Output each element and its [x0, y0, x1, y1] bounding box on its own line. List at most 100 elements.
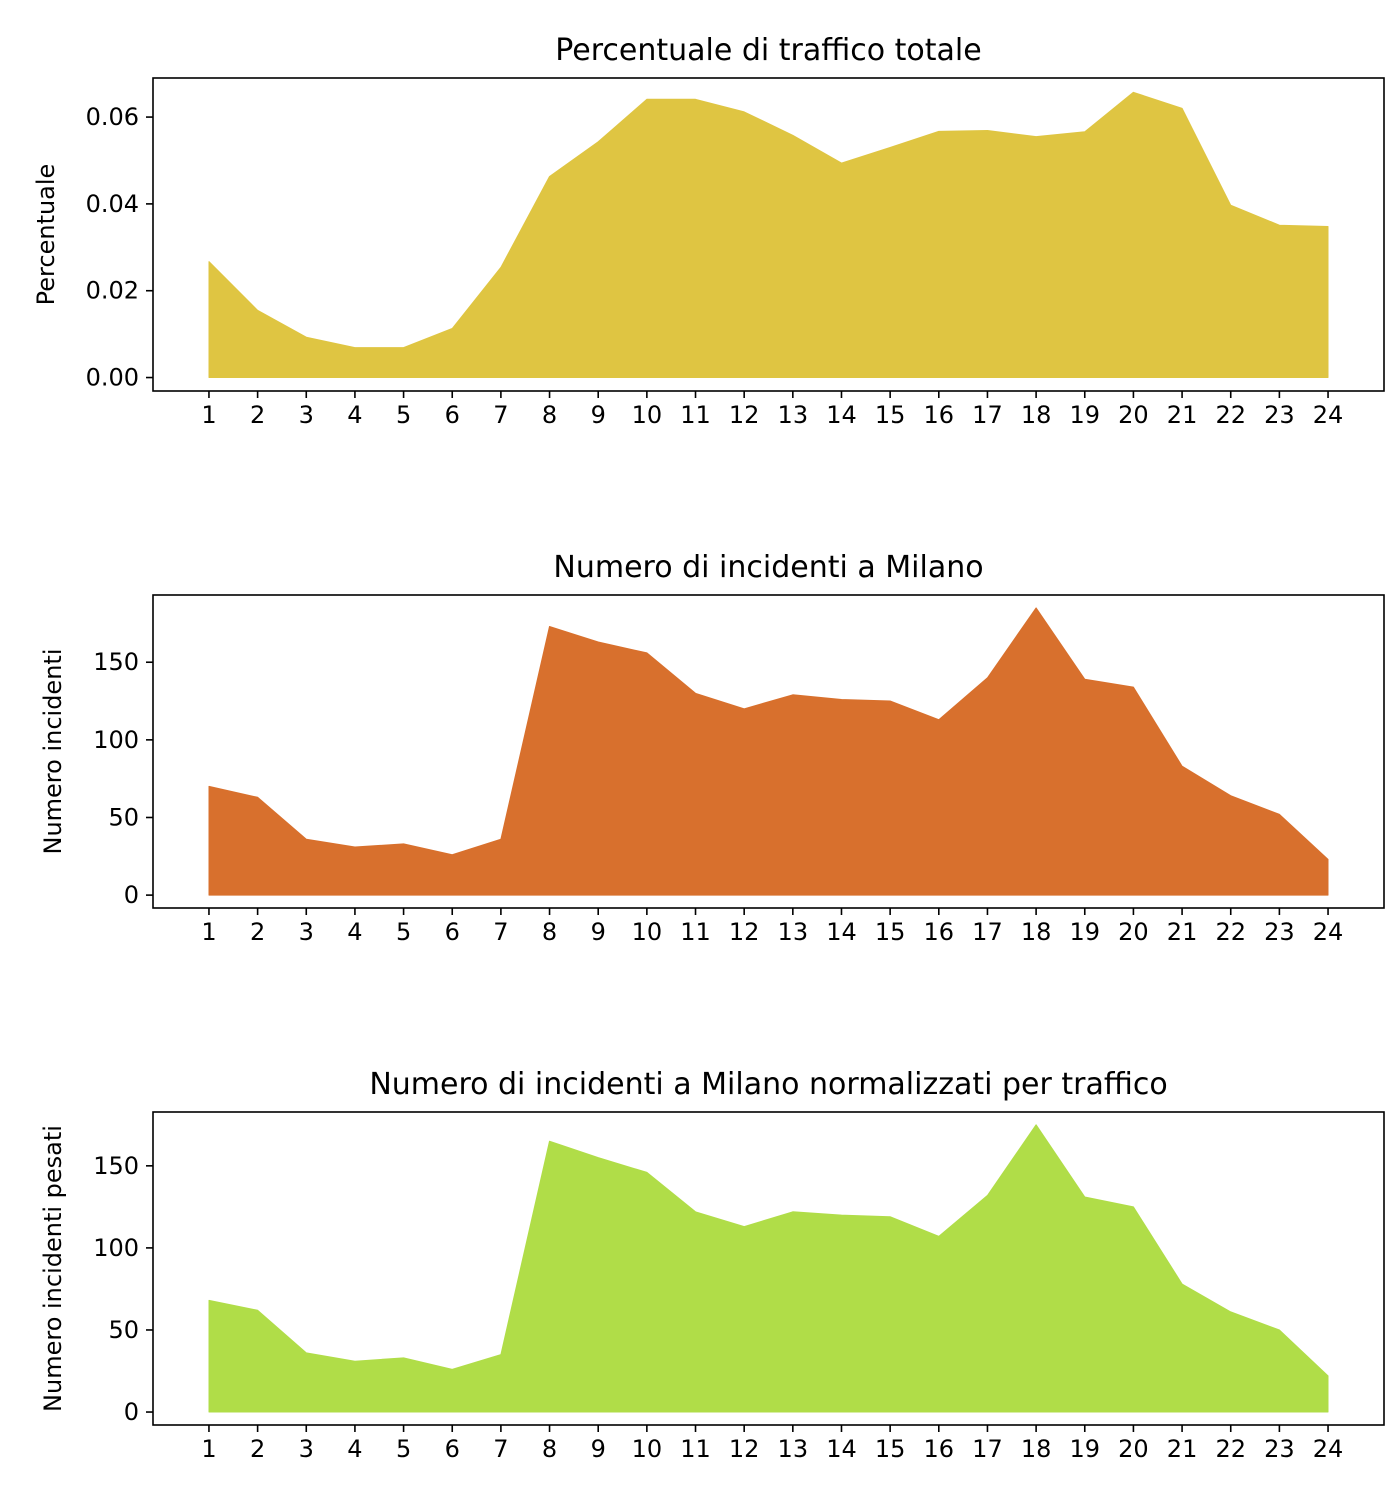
x-tick-label: 10 [632, 401, 663, 429]
x-tick-label: 1 [201, 918, 216, 946]
x-tick-label: 17 [972, 1435, 1003, 1463]
x-tick-label: 10 [632, 918, 663, 946]
x-tick-label: 2 [250, 401, 265, 429]
y-tick-label: 100 [93, 1234, 139, 1262]
axes-frame [152, 594, 1385, 909]
x-tick-label: 3 [299, 918, 314, 946]
x-tick-label: 20 [1118, 1435, 1149, 1463]
x-tick-label: 7 [493, 1435, 508, 1463]
area-series [208, 91, 1329, 378]
area-series [208, 1124, 1329, 1413]
x-tick-label: 17 [972, 918, 1003, 946]
x-tick-label: 5 [396, 1435, 411, 1463]
x-tick-label: 24 [1313, 1435, 1344, 1463]
x-tick-label: 12 [729, 1435, 760, 1463]
x-tick-label: 22 [1215, 1435, 1246, 1463]
x-tick-label: 11 [680, 401, 711, 429]
x-tick-label: 23 [1264, 1435, 1295, 1463]
y-tick-label: 0.00 [86, 364, 139, 392]
x-tick-label: 23 [1264, 401, 1295, 429]
x-tick-label: 21 [1167, 1435, 1198, 1463]
y-tick-label: 50 [108, 803, 139, 831]
x-tick-label: 14 [826, 918, 857, 946]
y-tick-label: 150 [93, 1152, 139, 1180]
x-tick-label: 8 [542, 401, 557, 429]
x-tick-label: 20 [1118, 918, 1149, 946]
x-tick-label: 12 [729, 401, 760, 429]
x-tick-label: 16 [924, 401, 955, 429]
x-tick-label: 1 [201, 401, 216, 429]
x-tick-label: 2 [250, 918, 265, 946]
x-tick-label: 18 [1021, 918, 1052, 946]
y-tick-label: 0 [124, 1398, 139, 1426]
x-tick-label: 9 [591, 1435, 606, 1463]
y-tick-label: 100 [93, 726, 139, 754]
x-tick-label: 23 [1264, 918, 1295, 946]
axes-frame [152, 1111, 1385, 1426]
x-tick-label: 11 [680, 918, 711, 946]
area-series [208, 607, 1329, 896]
x-tick-label: 18 [1021, 1435, 1052, 1463]
x-tick-label: 6 [445, 1435, 460, 1463]
x-tick-label: 15 [875, 1435, 906, 1463]
x-tick-label: 1 [201, 1435, 216, 1463]
y-tick-label: 0.06 [86, 103, 139, 131]
x-tick-label: 14 [826, 1435, 857, 1463]
x-tick-label: 10 [632, 1435, 663, 1463]
x-tick-label: 6 [445, 918, 460, 946]
x-tick-label: 14 [826, 401, 857, 429]
x-tick-label: 3 [299, 1435, 314, 1463]
x-tick-label: 21 [1167, 401, 1198, 429]
y-axis-label: Numero incidenti [39, 649, 67, 855]
x-tick-label: 18 [1021, 401, 1052, 429]
x-tick-label: 22 [1215, 918, 1246, 946]
x-tick-label: 24 [1313, 918, 1344, 946]
x-tick-label: 19 [1069, 918, 1100, 946]
chart-panel-1: 1 2 3 4 5 6 7 8 9 10 11 12 13 14 15 16 17 18 19 20 21 22 23 240… [32, 33, 1385, 429]
x-tick-label: 9 [591, 918, 606, 946]
x-tick-label: 4 [347, 401, 362, 429]
chart-title: Numero di incidenti a Milano [553, 550, 983, 585]
y-axis-label: Percentuale [32, 164, 60, 306]
chart-title: Percentuale di traffico totale [555, 33, 981, 68]
x-tick-label: 22 [1215, 401, 1246, 429]
x-tick-label: 13 [778, 918, 809, 946]
x-tick-label: 5 [396, 401, 411, 429]
x-tick-label: 5 [396, 918, 411, 946]
x-tick-label: 3 [299, 401, 314, 429]
x-tick-label: 16 [924, 918, 955, 946]
x-tick-label: 12 [729, 918, 760, 946]
chart-title: Numero di incidenti a Milano normalizzat… [369, 1067, 1167, 1102]
x-tick-label: 24 [1313, 401, 1344, 429]
y-tick-label: 0.02 [86, 277, 139, 305]
y-tick-label: 150 [93, 648, 139, 676]
x-tick-label: 15 [875, 918, 906, 946]
x-tick-label: 4 [347, 918, 362, 946]
y-tick-label: 0.04 [86, 190, 139, 218]
x-tick-label: 15 [875, 401, 906, 429]
x-tick-label: 11 [680, 1435, 711, 1463]
chart-panel-2: 1 2 3 4 5 6 7 8 9 10 11 12 13 14 15 16 17 18 19 20 21 22 23 240… [39, 550, 1385, 946]
x-tick-label: 13 [778, 401, 809, 429]
y-tick-label: 0 [124, 881, 139, 909]
x-tick-label: 7 [493, 401, 508, 429]
x-tick-label: 17 [972, 401, 1003, 429]
x-tick-label: 6 [445, 401, 460, 429]
x-tick-label: 16 [924, 1435, 955, 1463]
x-tick-label: 7 [493, 918, 508, 946]
x-tick-label: 2 [250, 1435, 265, 1463]
x-tick-label: 19 [1069, 1435, 1100, 1463]
y-tick-label: 50 [108, 1316, 139, 1344]
axes-frame [152, 77, 1385, 392]
y-axis-label: Numero incidenti pesati [39, 1125, 67, 1412]
x-tick-label: 9 [591, 401, 606, 429]
x-tick-label: 8 [542, 1435, 557, 1463]
x-tick-label: 13 [778, 1435, 809, 1463]
x-tick-label: 20 [1118, 401, 1149, 429]
x-tick-label: 19 [1069, 401, 1100, 429]
x-tick-label: 8 [542, 918, 557, 946]
x-tick-label: 21 [1167, 918, 1198, 946]
chart-panel-3: 1 2 3 4 5 6 7 8 9 10 11 12 13 14 15 16 17 18 19 20 21 22 23 240… [39, 1067, 1385, 1463]
x-tick-label: 4 [347, 1435, 362, 1463]
